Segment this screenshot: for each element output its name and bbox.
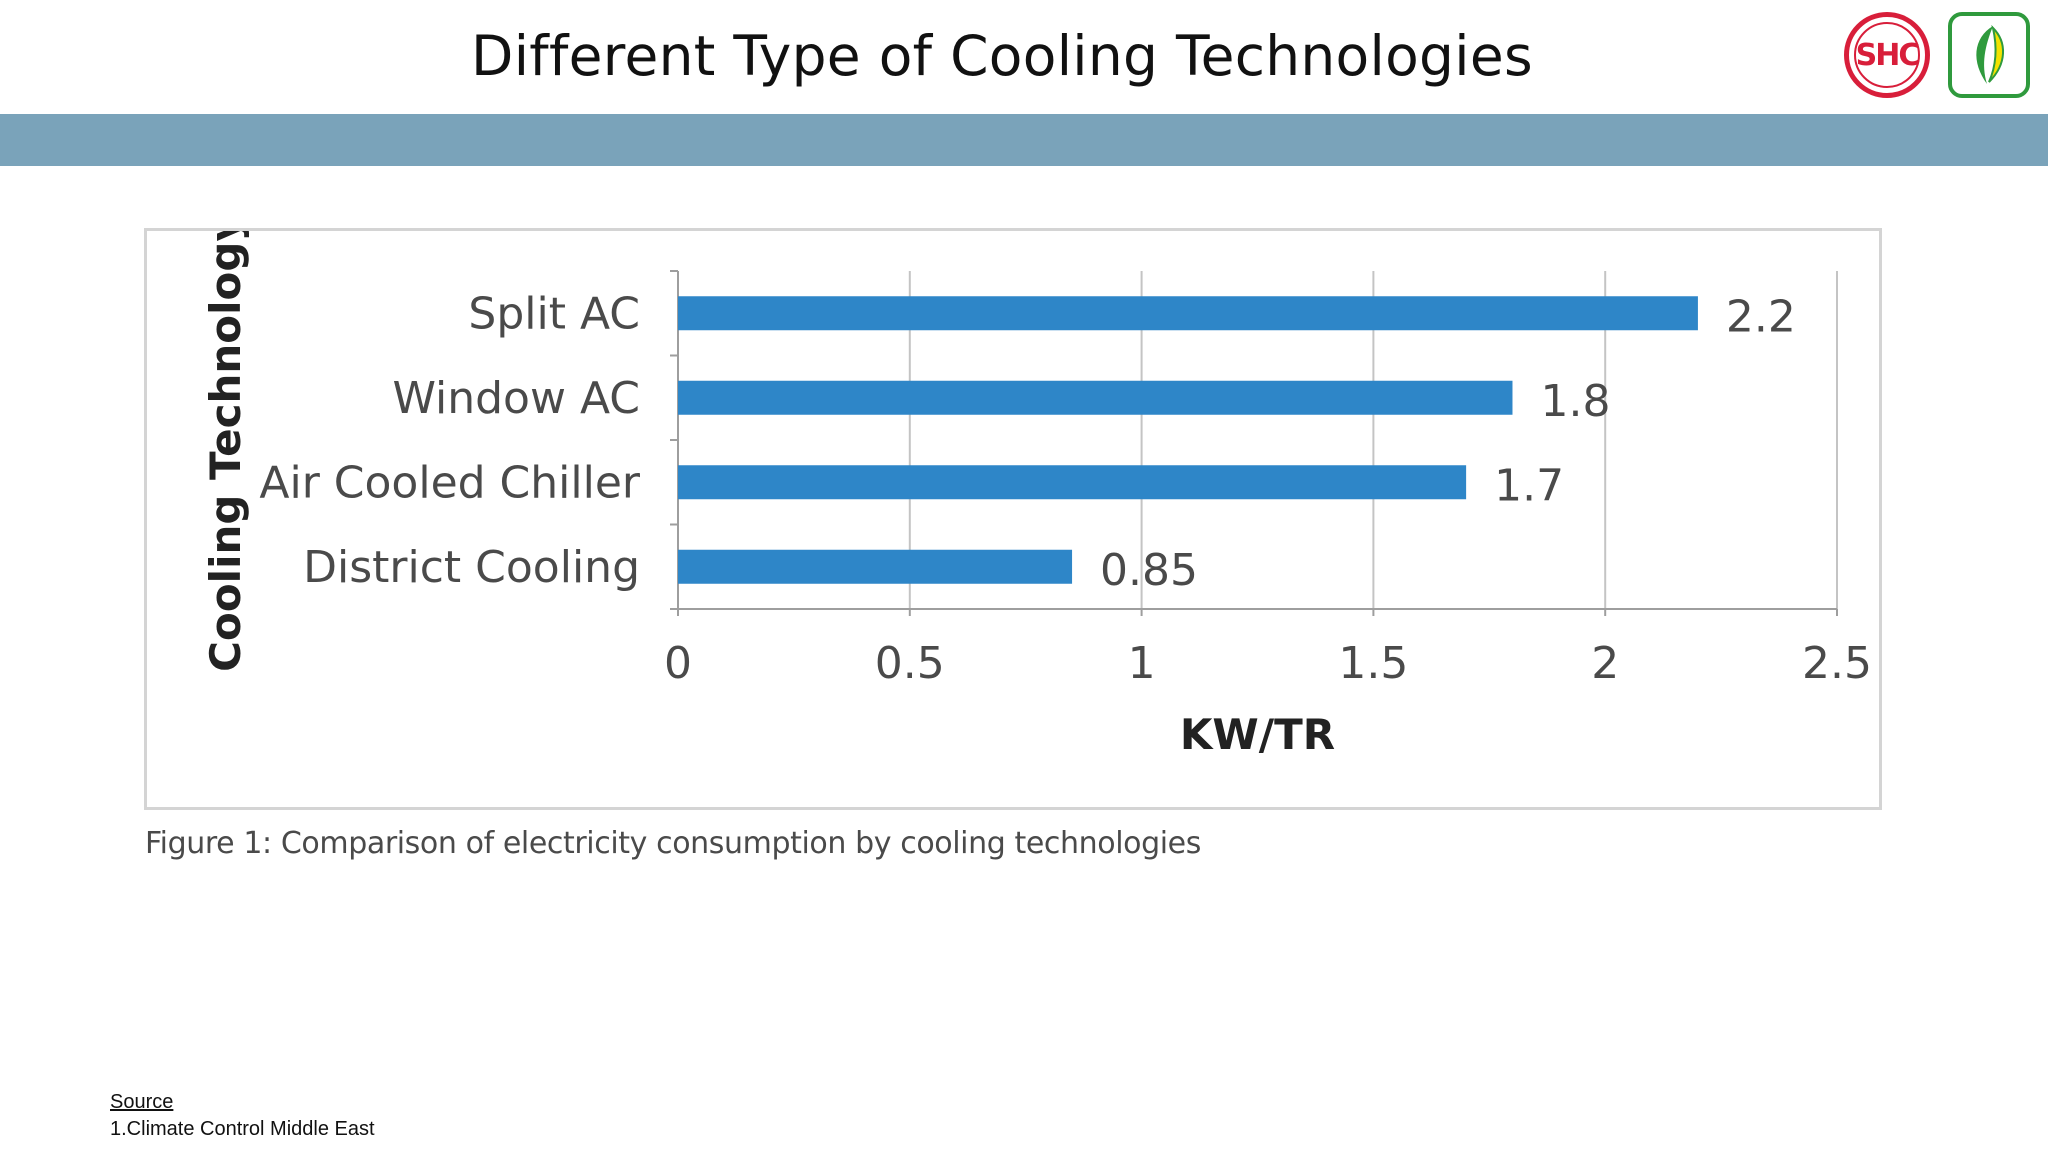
data-label: 1.8	[1540, 376, 1610, 427]
x-tick-label: 2.5	[1802, 638, 1872, 689]
y-axis-title: Cooling Technology	[201, 231, 250, 672]
data-label: 2.2	[1726, 291, 1796, 342]
y-tick-label: District Cooling	[303, 542, 640, 593]
source-block: Source 1.Climate Control Middle East	[110, 1089, 375, 1143]
y-tick-label: Window AC	[392, 373, 640, 424]
chart-frame: Split AC 2.2 Window AC 1.8 Air Cooled Chille…	[144, 228, 1882, 810]
x-tick-label: 0	[664, 638, 692, 689]
cooling-technology-bar-chart: Split AC 2.2 Window AC 1.8 Air Cooled Chille…	[201, 231, 1872, 759]
slide-title: Different Type of Cooling Technologies	[471, 24, 1533, 88]
bar	[678, 465, 1467, 500]
x-tick-label: 0.5	[875, 638, 945, 689]
shc-logo-text: SHC	[1855, 37, 1921, 73]
x-tick-label: 2	[1591, 638, 1619, 689]
bar	[678, 296, 1698, 331]
source-heading: Source	[110, 1091, 174, 1113]
x-tick-label: 1.5	[1338, 638, 1408, 689]
leaf-logo-icon	[1948, 12, 2030, 98]
bar	[678, 549, 1073, 584]
source-item: 1.Climate Control Middle East	[110, 1118, 375, 1140]
bar	[678, 380, 1513, 415]
y-tick-label: Air Cooled Chiller	[259, 457, 641, 508]
data-label: 1.7	[1494, 460, 1564, 511]
figure-caption: Figure 1: Comparison of electricity cons…	[145, 826, 1201, 861]
y-tick-label: Split AC	[468, 288, 640, 339]
x-tick-label: 1	[1128, 638, 1156, 689]
logo-group: SHC	[1844, 12, 2030, 98]
header-band	[0, 114, 2048, 166]
shc-logo: SHC	[1844, 12, 1930, 98]
x-axis-title: KW/TR	[1180, 710, 1335, 759]
data-label: 0.85	[1100, 545, 1198, 596]
